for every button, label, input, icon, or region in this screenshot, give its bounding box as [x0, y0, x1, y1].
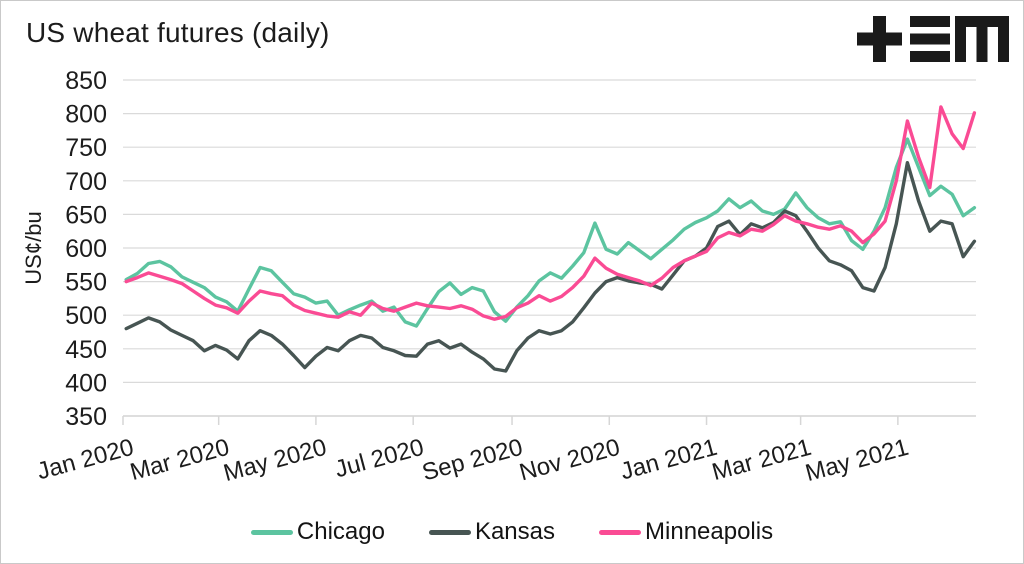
- svg-text:700: 700: [65, 168, 107, 196]
- svg-text:Jan 2021: Jan 2021: [618, 434, 720, 486]
- svg-text:400: 400: [65, 369, 107, 397]
- page-title: US wheat futures (daily): [26, 17, 330, 48]
- legend-label-minneapolis: Minneapolis: [645, 518, 774, 545]
- chicago-line-swatch: [250, 529, 293, 535]
- svg-text:May 2020: May 2020: [221, 434, 330, 487]
- legend-item-minneapolis: Minneapolis: [599, 518, 773, 546]
- kansas-line-swatch: [428, 529, 471, 535]
- legend-label-chicago: Chicago: [296, 518, 385, 545]
- svg-text:350: 350: [65, 403, 107, 431]
- legend-item-chicago: Chicago: [250, 518, 385, 546]
- legend: Chicago Kansas Minneapolis: [1, 512, 1023, 552]
- svg-text:800: 800: [65, 101, 107, 129]
- svg-text:Nov 2020: Nov 2020: [517, 434, 623, 487]
- svg-text:550: 550: [65, 269, 107, 297]
- svg-text:Jan 2020: Jan 2020: [34, 434, 136, 486]
- svg-text:Sep 2020: Sep 2020: [419, 434, 525, 487]
- svg-text:Jul 2020: Jul 2020: [332, 434, 427, 484]
- svg-text:Mar 2021: Mar 2021: [709, 434, 814, 486]
- svg-text:Mar 2020: Mar 2020: [127, 434, 232, 486]
- m-glyph-icon: [955, 16, 1009, 62]
- svg-text:US¢/bu: US¢/bu: [21, 211, 46, 284]
- svg-text:850: 850: [65, 67, 107, 95]
- svg-text:650: 650: [65, 201, 107, 229]
- svg-text:450: 450: [65, 336, 107, 364]
- svg-text:May 2021: May 2021: [803, 434, 912, 487]
- legend-item-kansas: Kansas: [428, 518, 556, 546]
- tem-logo: [857, 16, 1009, 62]
- svg-text:500: 500: [65, 302, 107, 330]
- svg-text:600: 600: [65, 235, 107, 263]
- svg-text:750: 750: [65, 134, 107, 162]
- plus-icon: [857, 16, 902, 62]
- minneapolis-line-swatch: [599, 529, 642, 535]
- legend-label-kansas: Kansas: [474, 518, 556, 545]
- triple-bar-icon: [910, 16, 950, 62]
